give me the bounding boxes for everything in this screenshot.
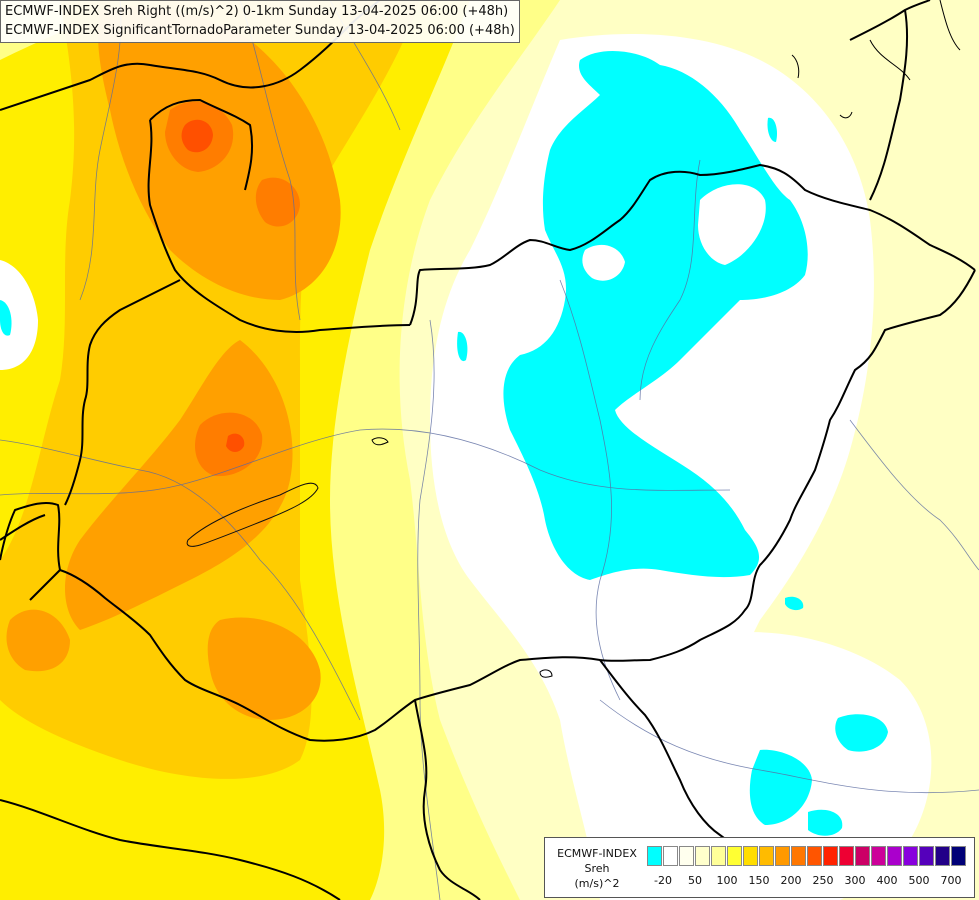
legend-swatch [727,846,742,866]
map-title-line2: ECMWF-INDEX SignificantTornadoParameter … [5,23,515,38]
legend-swatch [743,846,758,866]
sreh-white-hole-2 [582,244,625,281]
legend-tick-label: 300 [844,874,866,887]
sreh-deep-orange-core-2 [255,177,300,227]
legend-tick-label: 50 [688,874,702,887]
legend-swatch [695,846,710,866]
sreh-orange-region-west [6,609,70,672]
legend-swatch [823,846,838,866]
sreh-red-orange-core-2 [226,433,245,452]
legend-swatches [647,846,967,866]
legend-tick-label: -20 [654,874,672,887]
sreh-cyan-blob-1 [749,749,812,825]
legend-swatch [935,846,950,866]
legend-swatch [919,846,934,866]
legend-swatch [759,846,774,866]
legend-swatch [791,846,806,866]
legend-ticks: -20 50 100 150 200 250 300 400 500 700 [647,874,977,890]
legend-swatch [871,846,886,866]
legend-tick-label: 100 [716,874,738,887]
sreh-white-hole-1 [698,184,766,265]
legend-label: ECMWF-INDEX Sreh (m/s)^2 [549,846,645,891]
legend-swatch [903,846,918,866]
legend-unit: (m/s)^2 [574,877,620,890]
legend-tick-label: 400 [876,874,898,887]
legend-swatch [663,846,678,866]
legend-swatch [855,846,870,866]
legend-swatch [839,846,854,866]
map-title-box: ECMWF-INDEX Sreh Right ((m/s)^2) 0-1km S… [0,0,520,43]
sreh-cyan-blob-2 [835,714,888,752]
legend-swatch [887,846,902,866]
legend-swatch [951,846,966,866]
map-title-line1: ECMWF-INDEX Sreh Right ((m/s)^2) 0-1km S… [5,4,509,19]
sreh-white-region-west [0,260,38,370]
sreh-cyan-blob-3 [808,809,843,836]
legend-swatch [679,846,694,866]
legend-swatch [711,846,726,866]
sreh-cyan-region-main [503,50,808,581]
sreh-white-region-southeast [694,632,932,900]
legend-source: ECMWF-INDEX [557,847,637,860]
region-borders [371,0,961,678]
legend-swatch [647,846,662,866]
sreh-cyan-blob-5 [0,300,12,336]
sreh-cyan-blob-6 [785,596,804,611]
sreh-cyan-blob-4 [457,331,468,362]
legend-tick-label: 500 [908,874,930,887]
sreh-red-orange-core-1 [181,119,213,153]
legend-tick-label: 200 [780,874,802,887]
lake-balaton-outline [186,482,319,547]
legend-tick-label: 150 [748,874,770,887]
legend-swatch [775,846,790,866]
sreh-orange-region-south [207,617,321,720]
legend-swatch [807,846,822,866]
legend-tick-label: 700 [940,874,962,887]
legend-variable: Sreh [584,862,610,875]
color-legend: ECMWF-INDEX Sreh (m/s)^2 -20 50 100 150 200 2… [544,837,975,898]
sreh-cyan-blob-7 [767,117,778,142]
legend-tick-label: 250 [812,874,834,887]
